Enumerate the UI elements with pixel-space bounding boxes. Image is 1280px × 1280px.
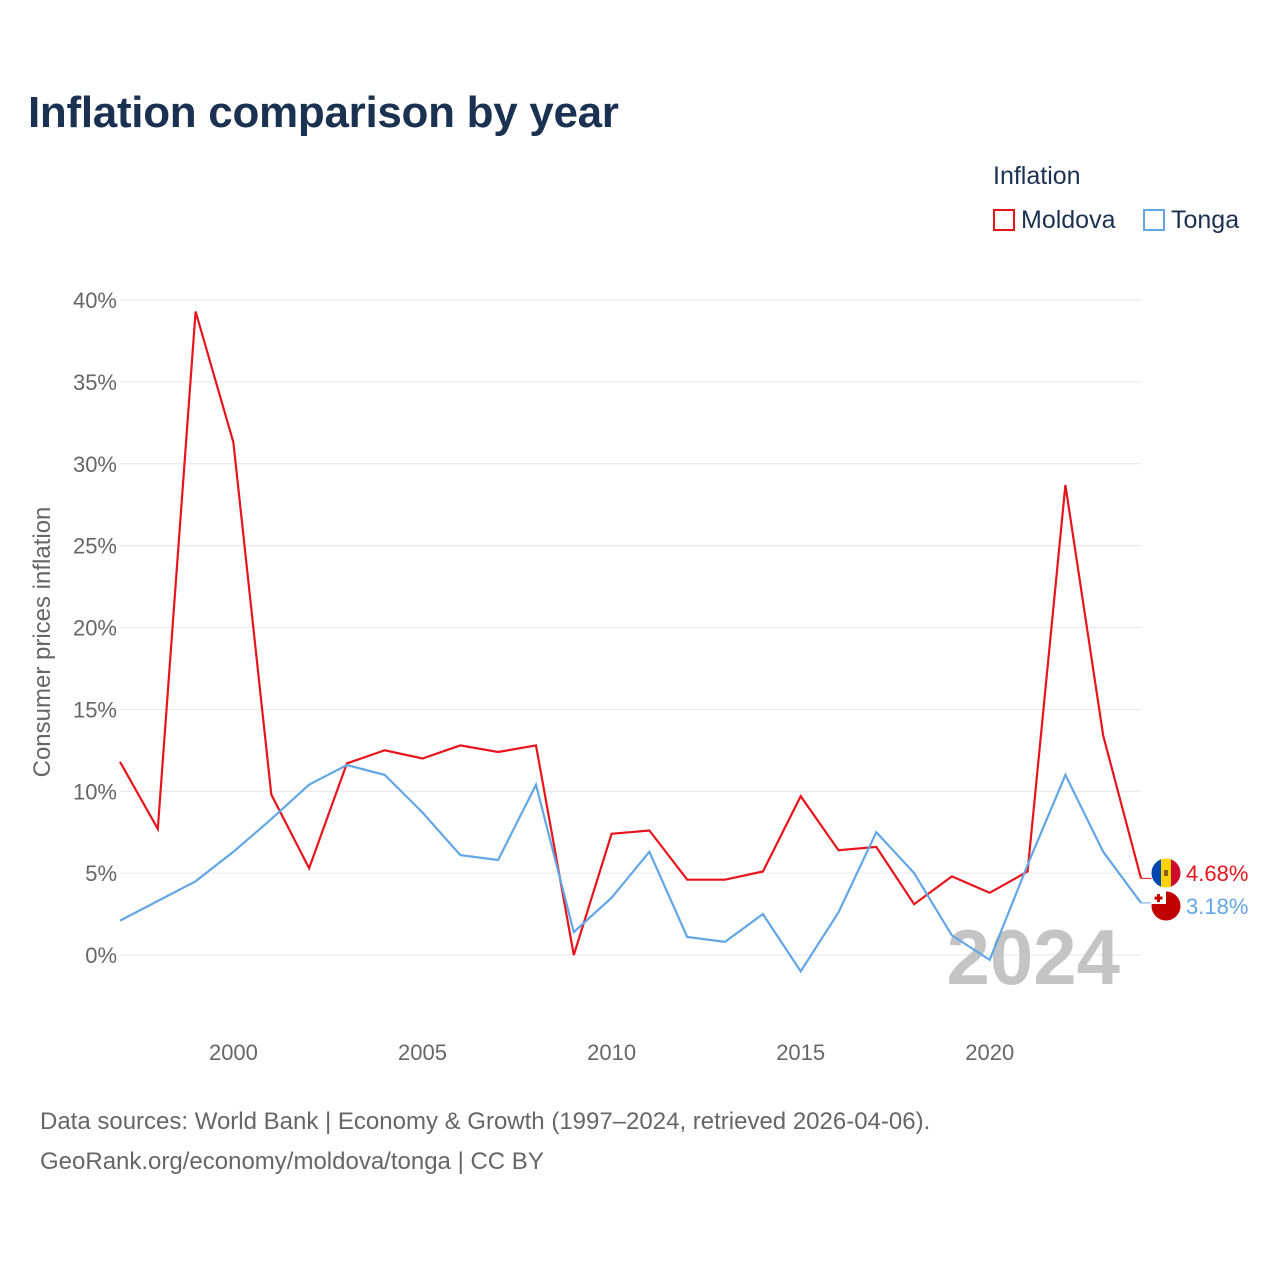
- legend-label-tonga: Tonga: [1171, 205, 1240, 234]
- end-value-label-moldova: 4.68%: [1186, 861, 1248, 886]
- grid-lines: [120, 299, 1141, 956]
- y-tick-label: 10%: [73, 779, 117, 804]
- x-tick-label: 2015: [776, 1040, 825, 1065]
- legend-swatch-moldova: [993, 209, 1015, 231]
- y-axis-ticks: 0% 5% 10% 15% 20% 25% 30% 35% 40%: [73, 288, 117, 968]
- y-tick-label: 20%: [73, 616, 117, 641]
- legend-item-moldova[interactable]: Moldova: [993, 204, 1116, 236]
- y-tick-label: 0%: [85, 943, 117, 968]
- legend-title: Inflation: [993, 162, 1081, 190]
- legend-item-tonga[interactable]: Tonga: [1143, 204, 1239, 236]
- source-line-2: GeoRank.org/economy/moldova/tonga | CC B…: [40, 1148, 544, 1175]
- x-tick-label: 2005: [398, 1040, 447, 1065]
- tonga-flag-icon: [1150, 890, 1182, 922]
- legend-swatch-tonga: [1143, 209, 1165, 231]
- series-lines: [119, 311, 1143, 974]
- x-axis-ticks: 2000 2005 2010 2015 2020: [209, 1040, 1014, 1065]
- moldova-flag-icon: [1150, 857, 1182, 889]
- x-tick-label: 2020: [965, 1040, 1014, 1065]
- chart-title: Inflation comparison by year: [28, 88, 619, 137]
- legend-label-moldova: Moldova: [1021, 205, 1116, 234]
- y-axis-label: Consumer prices inflation: [29, 507, 56, 778]
- x-tick-label: 2010: [587, 1040, 636, 1065]
- y-tick-label: 40%: [73, 288, 117, 313]
- x-tick-label: 2000: [209, 1040, 258, 1065]
- y-tick-label: 30%: [73, 452, 117, 477]
- series-line-moldova[interactable]: [119, 311, 1143, 956]
- series-line-tonga[interactable]: [119, 763, 1142, 974]
- source-line-1: Data sources: World Bank | Economy & Gro…: [40, 1108, 931, 1135]
- end-value-label-tonga: 3.18%: [1186, 894, 1248, 919]
- y-tick-label: 25%: [73, 534, 117, 559]
- year-watermark: 2024: [946, 913, 1120, 1001]
- y-tick-label: 35%: [73, 370, 117, 395]
- series-end-labels: 4.68% 3.18%: [1141, 857, 1248, 922]
- y-tick-label: 5%: [85, 861, 117, 886]
- y-tick-label: 15%: [73, 697, 117, 722]
